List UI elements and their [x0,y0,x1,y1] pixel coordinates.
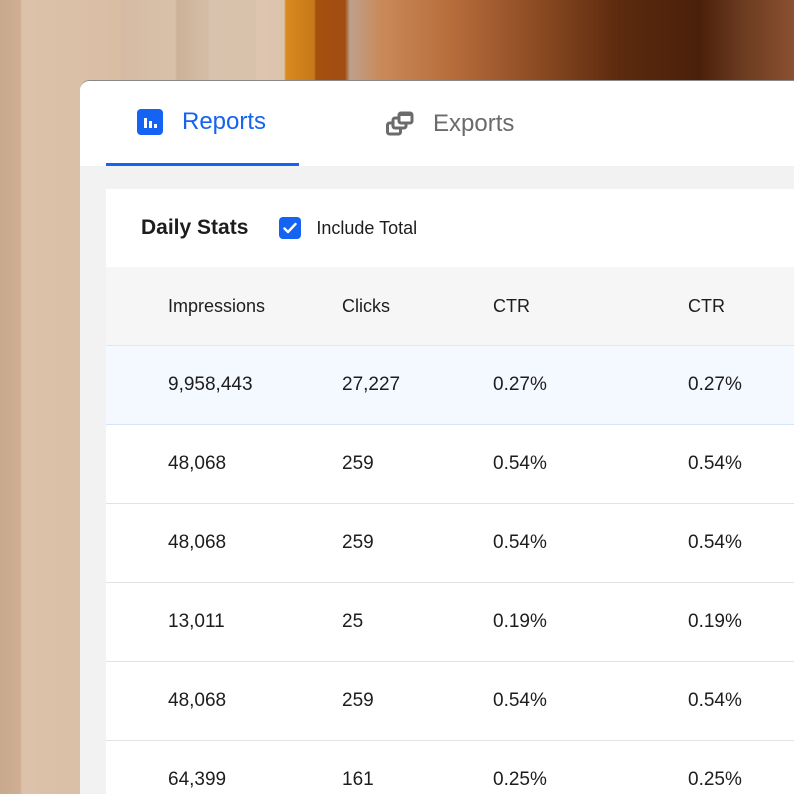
table-cell: 259 [342,532,374,553]
table-cell: 161 [342,769,374,790]
reports-panel: Reports Exports Daily Stats Include Tota… [80,80,794,794]
table-cell: 64,399 [168,769,227,790]
column-header[interactable]: Impressions [168,295,266,316]
tab-exports-label: Exports [433,109,515,137]
table-row[interactable]: 48,068 259 0.54% 0.54% [106,504,794,583]
column-header[interactable]: CTR [493,295,530,316]
column-header[interactable]: Clicks [342,295,390,316]
column-header[interactable]: CTR [688,295,725,316]
table-cell: 48,068 [168,690,227,711]
table-cell: 25 [342,611,364,632]
tab-bar: Reports Exports [80,81,794,166]
tab-reports[interactable]: Reports [106,81,299,166]
tab-exports[interactable]: Exports [386,81,514,166]
card-header: Daily Stats Include Total [106,189,794,267]
card-title: Daily Stats [141,216,249,239]
table-row[interactable]: 48,068 259 0.54% 0.54% [106,425,794,504]
tab-reports-label: Reports [182,108,267,135]
include-total-label[interactable]: Include Total [316,217,418,238]
stacked-windows-icon [386,111,414,135]
table-header: Impressions Clicks CTR CTR [106,267,794,346]
bar-chart-icon [137,109,163,135]
include-total-checkbox[interactable] [279,217,302,239]
table-cell: 9,958,443 [168,374,253,395]
table-cell: 0.19% [688,611,742,632]
table-cell: 0.27% [493,374,547,395]
table-cell: 0.54% [493,532,547,553]
table-cell: 0.54% [688,532,742,553]
daily-stats-card: Daily Stats Include Total Impressions Cl… [106,189,794,794]
table-cell: 259 [342,690,374,711]
table-cell: 0.54% [493,453,547,474]
table-cell: 48,068 [168,453,227,474]
table-cell: 0.25% [493,769,547,790]
table-cell: 0.54% [493,690,547,711]
table-row[interactable]: 48,068 259 0.54% 0.54% [106,662,794,741]
table-cell: 0.25% [688,769,742,790]
table-cell: 48,068 [168,532,227,553]
table-cell: 0.27% [688,374,742,395]
table-cell: 27,227 [342,374,401,395]
table-cell: 0.54% [688,453,742,474]
checkmark-icon [283,222,298,234]
table-row[interactable]: 64,399 161 0.25% 0.25% [106,741,794,794]
table-cell: 0.54% [688,690,742,711]
table-cell: 0.19% [493,611,547,632]
table-cell: 13,011 [168,611,225,632]
table-row-total[interactable]: 9,958,443 27,227 0.27% 0.27% [106,346,794,425]
table-row[interactable]: 13,011 25 0.19% 0.19% [106,583,794,662]
table-cell: 259 [342,453,374,474]
